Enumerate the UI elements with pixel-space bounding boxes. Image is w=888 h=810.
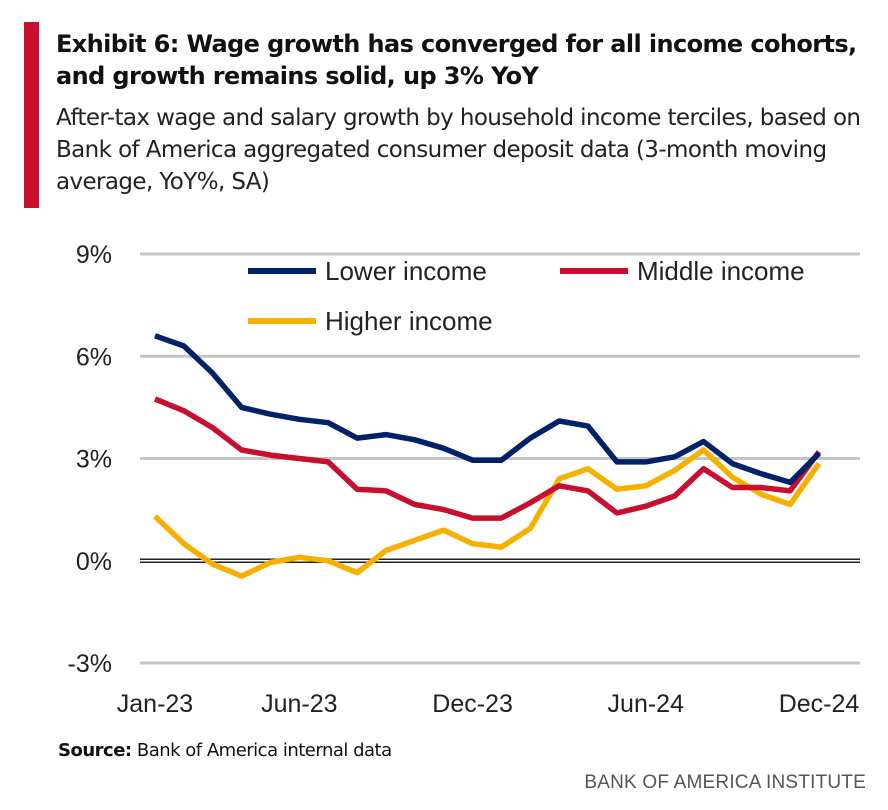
- legend-label: Higher income: [325, 306, 493, 336]
- series-line-lower-income: [154, 333, 821, 486]
- chart-title: Exhibit 6: Wage growth has converged for…: [56, 30, 857, 90]
- y-tick-label: 6%: [76, 343, 112, 371]
- legend-label: Middle income: [637, 256, 805, 286]
- chart-subtitle: After-tax wage and salary growth by hous…: [56, 105, 861, 195]
- x-tick-label: Dec-24: [779, 690, 860, 718]
- series-line-higher-income: [153, 447, 822, 579]
- source-label: Source:: [58, 740, 132, 761]
- x-tick-label: Jun-24: [608, 690, 685, 718]
- y-tick-label: -3%: [68, 650, 112, 678]
- y-tick-label: 9%: [76, 241, 112, 269]
- accent-bar: [24, 22, 39, 208]
- x-tick-label: Dec-23: [432, 690, 513, 718]
- source-text: Bank of America internal data: [136, 740, 392, 761]
- series-line-middle-income: [153, 396, 822, 521]
- source-note: Source: Bank of America internal data: [58, 740, 392, 761]
- y-tick-label: 0%: [76, 548, 112, 576]
- x-tick-label: Jan-23: [117, 690, 193, 718]
- legend-label: Lower income: [325, 256, 487, 286]
- brand-footer: BANK OF AMERICA INSTITUTE: [584, 772, 866, 793]
- x-tick-label: Jun-23: [261, 690, 337, 718]
- y-tick-label: 3%: [76, 446, 112, 474]
